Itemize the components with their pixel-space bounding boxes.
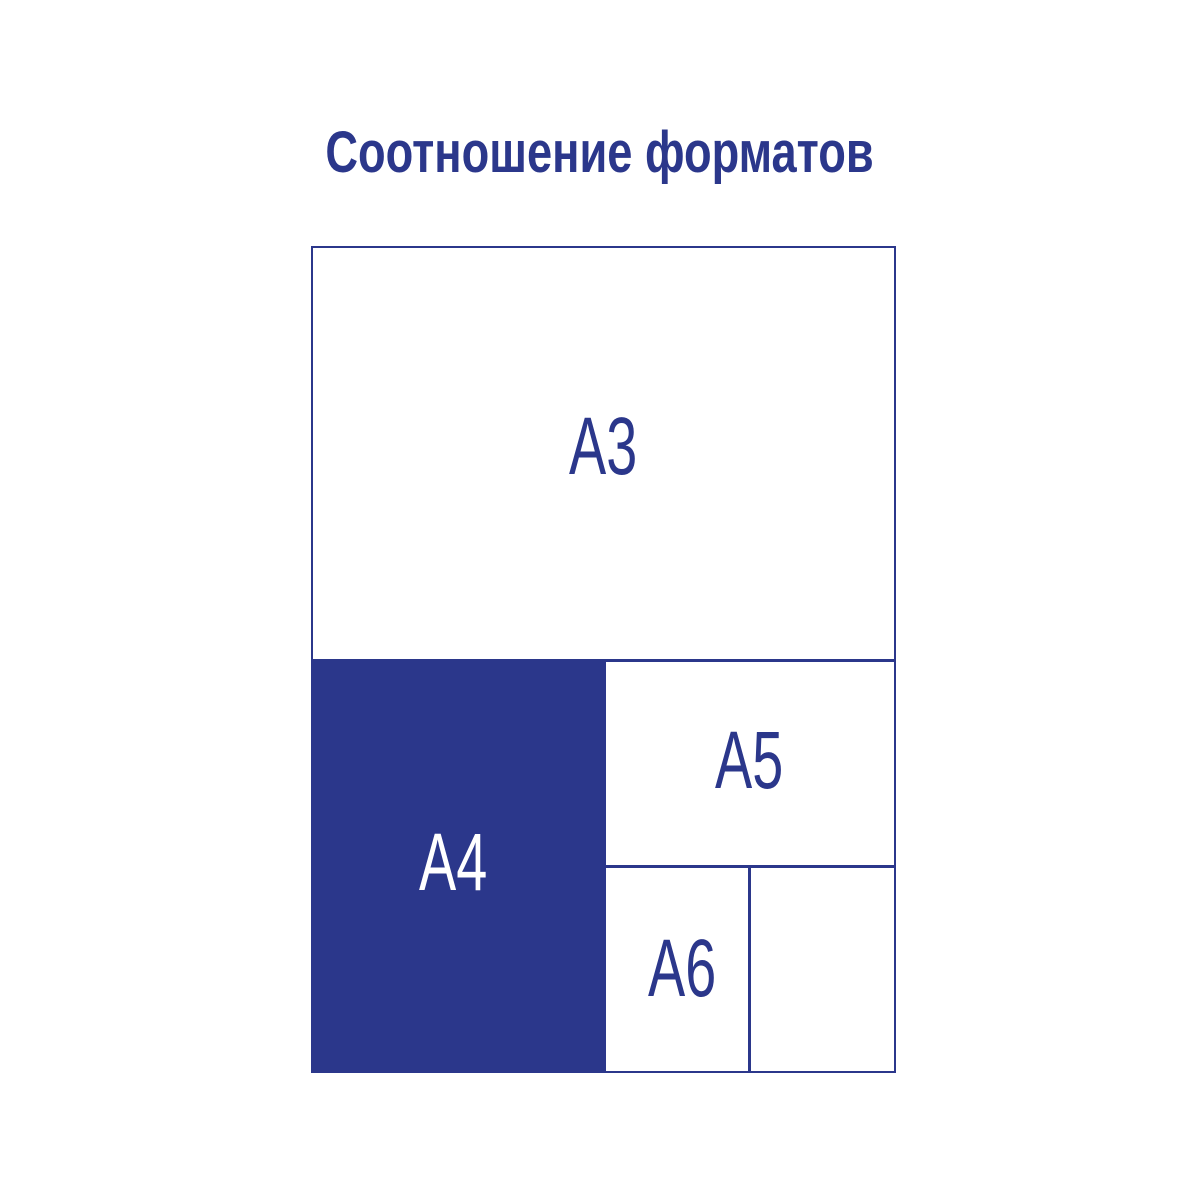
format-a5: A5 [603, 659, 896, 868]
format-a6: A6 [603, 865, 751, 1073]
format-a4-label: A4 [419, 817, 488, 908]
format-a3: A3 [311, 246, 896, 662]
format-a6-second [748, 865, 896, 1073]
format-a3-label: A3 [569, 401, 638, 492]
title-text: Соотношение форматов [325, 120, 875, 185]
format-a4: A4 [311, 659, 606, 1073]
format-a5-label: A5 [715, 714, 784, 806]
page-title: Соотношение форматов [0, 118, 1200, 188]
format-a6-label: A6 [647, 923, 717, 1014]
